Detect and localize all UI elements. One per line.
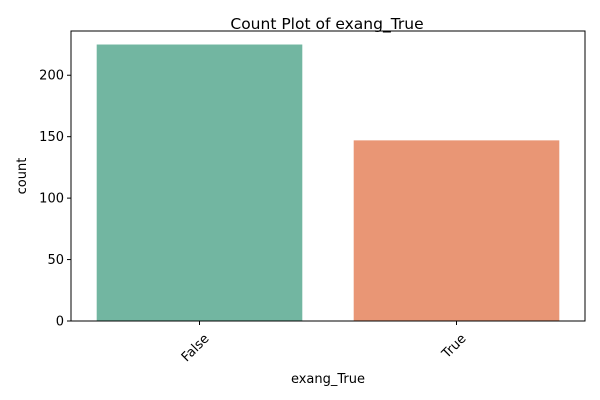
x-axis-ticks: False True	[179, 321, 470, 365]
y-axis-ticks: 0 50 100 150 200	[39, 69, 71, 330]
chart-title: Count Plot of exang_True	[230, 15, 423, 34]
x-tick-label-false: False	[179, 331, 213, 365]
x-tick-label-true: True	[439, 331, 470, 362]
bars-layer	[96, 44, 560, 322]
y-tick-label-0: 0	[56, 315, 64, 330]
bar-false	[96, 44, 303, 322]
y-axis-label: count	[15, 158, 30, 195]
y-tick-label-50: 50	[47, 253, 64, 268]
x-axis-label: exang_True	[291, 372, 365, 387]
plot-area-frame	[70, 30, 586, 322]
y-tick-label-100: 100	[39, 192, 64, 207]
y-tick-label-150: 150	[39, 130, 64, 145]
bar-true	[353, 140, 560, 321]
y-tick-label-200: 200	[39, 69, 64, 84]
